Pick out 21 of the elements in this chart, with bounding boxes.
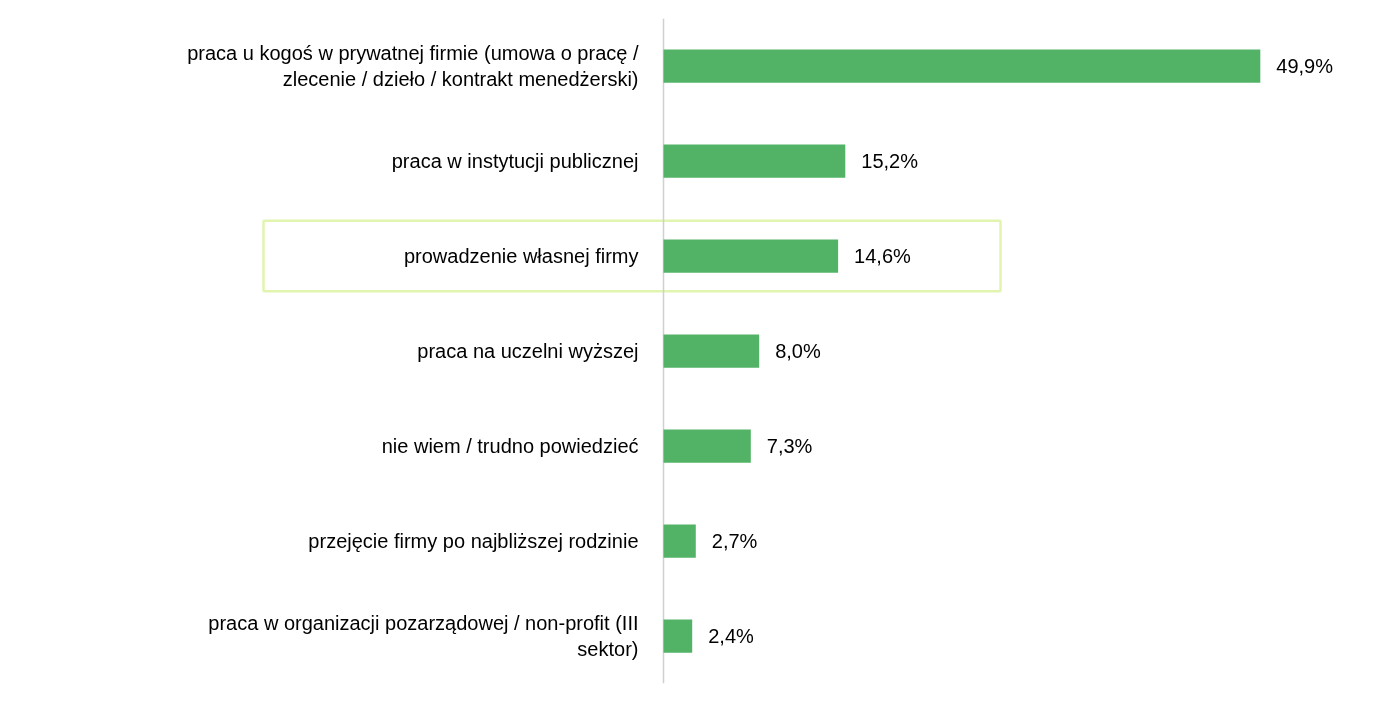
bar [663, 429, 751, 463]
data-label: 2,4% [708, 625, 755, 647]
data-label: 14,6% [854, 245, 912, 267]
y-tick-label: przejęcie firmy po najbliższej rodzinie [308, 530, 639, 552]
data-label: 2,7% [711, 530, 758, 552]
data-label: 8,0% [775, 340, 821, 362]
bar [663, 49, 1261, 83]
y-tick-label: nie wiem / trudno powiedzieć [381, 435, 639, 457]
bar [663, 619, 693, 653]
bar [663, 524, 696, 558]
data-label: 49,9% [1276, 55, 1334, 77]
bar [663, 239, 839, 273]
bar [663, 144, 846, 178]
bar [663, 334, 760, 368]
data-label: 7,3% [766, 435, 813, 457]
y-tick-label: praca na uczelni wyższej [417, 340, 639, 362]
y-tick-label: praca w instytucji publicznej [391, 150, 639, 172]
y-tick-label: prowadzenie własnej firmy [403, 245, 639, 267]
data-label: 15,2% [861, 150, 919, 172]
y-tick-label: praca w organizacji pozarządowej / non-profit (III sektor) [208, 611, 639, 661]
y-tick-label: praca u kogoś w prywatnej firmie (umowa o pracę / zlecenie / dzieło / kontrakt menedżerski) [187, 41, 639, 91]
